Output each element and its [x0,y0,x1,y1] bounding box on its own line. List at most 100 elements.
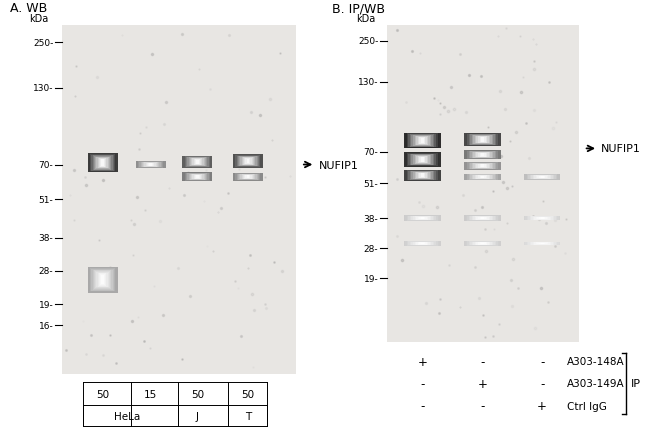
Bar [404,153,441,167]
Bar [187,174,209,181]
Bar [191,159,203,166]
Bar [536,217,548,220]
Text: +: + [537,399,547,412]
Bar [466,163,499,170]
Bar [419,243,425,245]
Bar [243,158,253,165]
Text: 250-: 250- [33,39,53,48]
Text: -: - [480,399,485,412]
Bar [481,154,484,157]
Bar [406,216,439,221]
Bar [408,242,436,246]
Bar [408,216,436,221]
Bar [413,136,432,146]
Text: kDa: kDa [356,14,376,24]
Bar [242,175,254,180]
Bar [472,152,493,159]
Bar [467,242,498,246]
Bar [188,174,206,181]
Bar [531,217,552,220]
Text: NUFIP1: NUFIP1 [318,160,358,170]
Text: J: J [196,411,199,421]
Bar [471,216,495,221]
Bar [480,176,486,179]
Bar [191,175,203,180]
Text: -: - [540,355,544,368]
Bar [472,175,493,180]
Bar [88,267,118,293]
Bar [533,217,551,220]
Bar [140,163,161,168]
Bar [416,157,428,164]
Bar [473,153,492,158]
Bar [88,154,118,173]
Text: 38-: 38- [363,214,378,223]
Bar [417,157,427,163]
Bar [243,175,253,179]
Bar [92,156,114,171]
Bar [539,243,545,245]
Bar [246,159,249,164]
Bar [471,152,495,159]
Bar [467,134,498,146]
Bar [472,164,493,169]
Bar [469,163,497,169]
Bar [410,216,434,221]
Bar [100,275,105,286]
Bar [92,269,114,291]
Bar [411,135,433,147]
Bar [528,175,556,180]
Bar [407,134,437,148]
Bar [196,160,199,165]
Bar [406,134,439,149]
Bar [467,151,498,159]
Bar [187,158,207,167]
Bar [533,243,551,245]
Bar [246,176,249,179]
Bar [478,176,488,179]
Bar [480,218,486,220]
Bar [421,243,424,245]
Bar [136,162,166,169]
Bar [481,176,484,178]
Bar [472,242,493,246]
Bar [472,135,493,145]
Bar [526,175,558,180]
Bar [184,173,211,181]
Bar [245,176,250,179]
Bar [194,175,202,179]
Bar [476,217,489,220]
Text: -: - [420,399,424,412]
Text: 70-: 70- [363,148,378,157]
Bar [480,154,486,157]
Bar [406,171,439,181]
Bar [410,242,434,246]
Text: 130-: 130- [32,84,53,93]
Bar [526,242,558,246]
Bar [93,270,112,290]
Text: -: - [540,377,544,390]
Bar [530,175,554,180]
Bar [464,216,501,221]
Bar [190,158,205,166]
Bar [421,138,424,144]
Bar [188,158,206,167]
Bar [538,243,547,245]
Bar [467,216,498,221]
Bar [476,243,489,245]
Bar [101,275,104,285]
Bar [466,242,499,246]
Bar [410,172,434,180]
Bar [192,175,202,180]
Bar [525,175,559,180]
Bar [480,165,486,168]
Bar [240,175,255,180]
Bar [473,136,492,144]
Text: A. WB: A. WB [10,2,47,15]
Bar [478,137,488,143]
Bar [539,176,545,179]
Bar [411,155,433,165]
Bar [194,160,202,165]
Bar [466,151,499,160]
Text: 15: 15 [144,389,157,399]
